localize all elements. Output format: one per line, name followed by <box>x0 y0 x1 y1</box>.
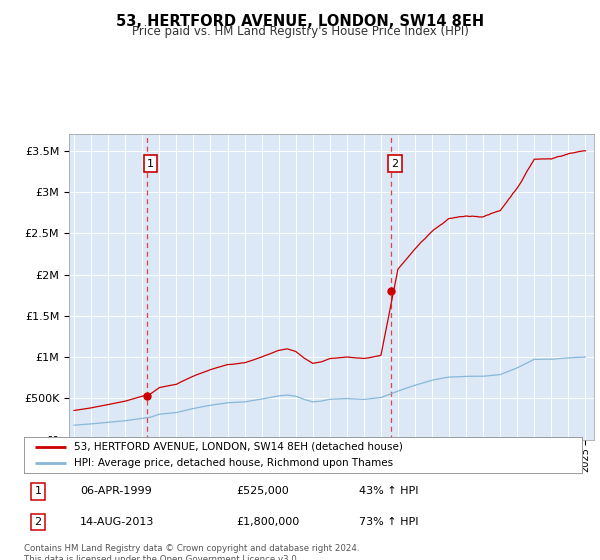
Text: 53, HERTFORD AVENUE, LONDON, SW14 8EH (detached house): 53, HERTFORD AVENUE, LONDON, SW14 8EH (d… <box>74 442 403 451</box>
Text: 1: 1 <box>147 159 154 169</box>
Text: 14-AUG-2013: 14-AUG-2013 <box>80 517 154 528</box>
Text: Contains HM Land Registry data © Crown copyright and database right 2024.
This d: Contains HM Land Registry data © Crown c… <box>24 544 359 560</box>
Text: £1,800,000: £1,800,000 <box>236 517 299 528</box>
Text: HPI: Average price, detached house, Richmond upon Thames: HPI: Average price, detached house, Rich… <box>74 459 394 468</box>
Text: £525,000: £525,000 <box>236 487 289 497</box>
Text: Price paid vs. HM Land Registry's House Price Index (HPI): Price paid vs. HM Land Registry's House … <box>131 25 469 38</box>
Text: 2: 2 <box>34 517 41 528</box>
Text: 53, HERTFORD AVENUE, LONDON, SW14 8EH: 53, HERTFORD AVENUE, LONDON, SW14 8EH <box>116 14 484 29</box>
Text: 1: 1 <box>34 487 41 497</box>
Text: 43% ↑ HPI: 43% ↑ HPI <box>359 487 418 497</box>
Text: 06-APR-1999: 06-APR-1999 <box>80 487 152 497</box>
Text: 73% ↑ HPI: 73% ↑ HPI <box>359 517 418 528</box>
Text: 2: 2 <box>391 159 398 169</box>
